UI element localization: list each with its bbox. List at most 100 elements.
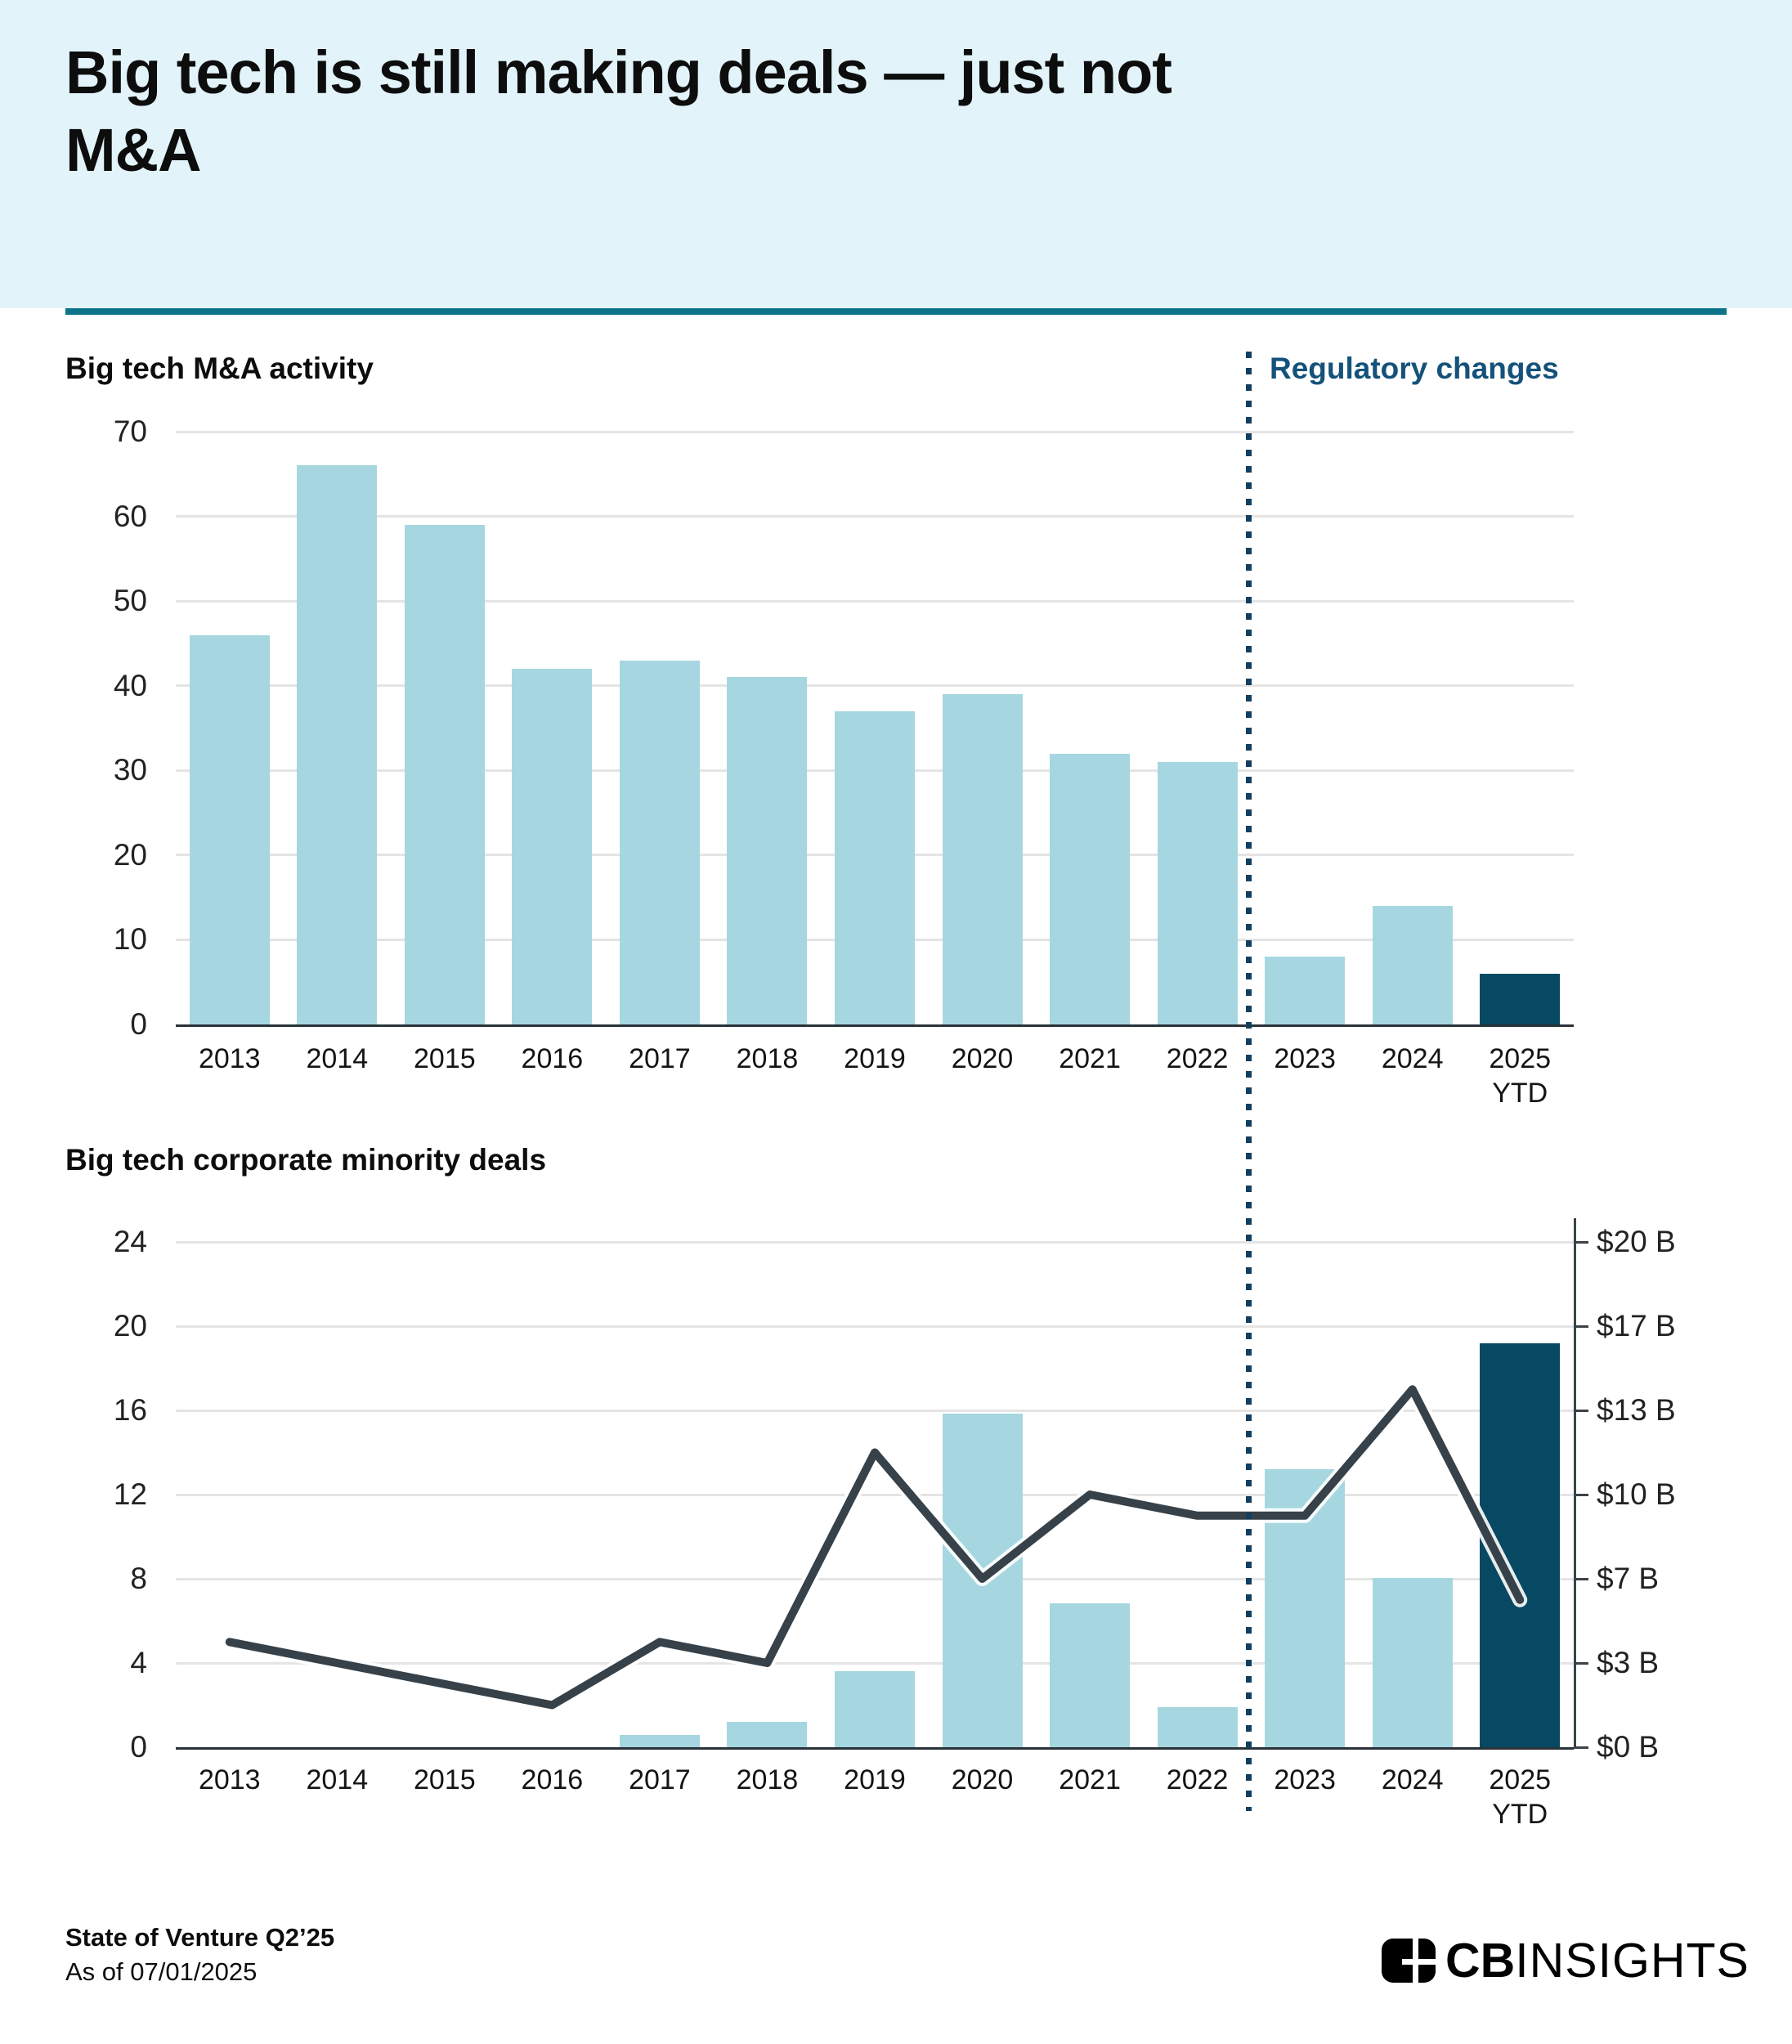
logo-text-insights: INSIGHTS <box>1515 1933 1749 1988</box>
chart2-right-tickmark-3 <box>1574 1493 1588 1496</box>
bar-2015 <box>404 524 485 1024</box>
chart1-x-axis <box>176 1024 1574 1027</box>
chart2-xlabel-2013: 2013 <box>198 1764 261 1795</box>
chart2-gridline-16 <box>176 1409 1574 1412</box>
chart1-xlabel-2017: 2017 <box>629 1043 691 1074</box>
chart2-gridline-20 <box>176 1325 1574 1328</box>
footer-report-title: State of Venture Q2’25 <box>65 1923 335 1952</box>
chart2-right-axis-line <box>1574 1218 1576 1747</box>
chart2-xlabel-2020: 2020 <box>951 1764 1014 1795</box>
chart2-title: Big tech corporate minority deals <box>65 1143 547 1177</box>
chart1-xlabel-2014: 2014 <box>306 1043 369 1074</box>
chart2-gridline-24 <box>176 1240 1574 1244</box>
bar-2017 <box>619 1734 700 1747</box>
chart2-xlabel-2025: 2025 YTD <box>1489 1764 1552 1830</box>
chart2-right-ytick-2: $7 B <box>1597 1562 1660 1595</box>
chart2-right-tickmark-1 <box>1574 1661 1588 1665</box>
chart1-xlabel-2021: 2021 <box>1059 1043 1121 1074</box>
bar-2018 <box>727 677 808 1024</box>
chart1-xlabel-2025: 2025 YTD <box>1489 1043 1552 1109</box>
chart2-left-ytick-12: 12 <box>113 1477 147 1511</box>
chart1-xlabel-2016: 2016 <box>521 1043 584 1074</box>
chart1-gridline-50 <box>176 599 1574 603</box>
chart2-gridline-12 <box>176 1493 1574 1496</box>
bar-2013 <box>189 634 270 1024</box>
header-band: Big tech is still making deals — just no… <box>0 0 1792 308</box>
chart1-ytick-10: 10 <box>113 922 147 957</box>
page-title-line2: M&A <box>65 115 202 184</box>
chart1-xlabel-2024: 2024 <box>1381 1043 1444 1074</box>
chart1-ytick-0: 0 <box>130 1007 147 1041</box>
chart2-right-tickmark-6 <box>1574 1240 1588 1244</box>
bar-2025 <box>1480 973 1561 1024</box>
chart2-xlabel-2023: 2023 <box>1274 1764 1336 1795</box>
chart1-gridline-40 <box>176 684 1574 688</box>
chart2-gridline-4 <box>176 1661 1574 1665</box>
chart2-x-axis <box>176 1747 1574 1750</box>
chart1-ytick-20: 20 <box>113 837 147 872</box>
bar-2023 <box>1265 957 1346 1024</box>
regulatory-changes-label: Regulatory changes <box>1270 352 1559 385</box>
chart2-left-ytick-8: 8 <box>130 1562 147 1595</box>
logo-text-cb: CB <box>1445 1933 1516 1988</box>
bar-2022 <box>1157 1706 1238 1747</box>
bar-2014 <box>297 465 378 1024</box>
bar-2020 <box>942 694 1023 1024</box>
bar-2022 <box>1157 761 1238 1024</box>
bar-2017 <box>619 660 700 1024</box>
chart2-left-ytick-24: 24 <box>113 1225 147 1258</box>
deal-count-line-halo <box>222 1382 1528 1713</box>
bar-2019 <box>835 710 915 1024</box>
chart2-right-tickmark-4 <box>1574 1409 1588 1412</box>
bar-2016 <box>512 669 593 1024</box>
chart2-right-tickmark-5 <box>1574 1325 1588 1328</box>
bar-2024 <box>1372 906 1453 1024</box>
page-title: Big tech is still making deals — just no… <box>65 34 1341 189</box>
chart1-xlabel-2023: 2023 <box>1274 1043 1336 1074</box>
chart1-xlabel-2020: 2020 <box>951 1043 1014 1074</box>
chart1-xlabel-2019: 2019 <box>844 1043 906 1074</box>
chart2-right-ytick-6: $20 B <box>1597 1225 1676 1258</box>
chart2-left-ytick-4: 4 <box>130 1646 147 1679</box>
deal-count-line-chart <box>222 1382 1528 1713</box>
chart2-right-ytick-5: $17 B <box>1597 1309 1676 1342</box>
chart1-ytick-40: 40 <box>113 668 147 702</box>
chart2-gridline-8 <box>176 1577 1574 1580</box>
chart2-left-ytick-0: 0 <box>130 1730 147 1764</box>
bar-2019 <box>835 1671 915 1747</box>
chart2-left-ytick-20: 20 <box>113 1309 147 1342</box>
deal-count-line <box>225 1385 1525 1710</box>
cbinsights-logo: CBINSIGHTS <box>1382 1934 1749 1987</box>
chart1-xlabel-2018: 2018 <box>736 1043 799 1074</box>
chart2-xlabel-2021: 2021 <box>1059 1764 1121 1795</box>
chart2-xlabel-2024: 2024 <box>1381 1764 1444 1795</box>
cbinsights-logo-text: CBINSIGHTS <box>1445 1933 1749 1988</box>
cbinsights-logo-icon <box>1382 1939 1436 1983</box>
bar-2024 <box>1372 1577 1453 1747</box>
chart1-title: Big tech M&A activity <box>65 352 374 385</box>
chart2-xlabel-2014: 2014 <box>306 1764 369 1795</box>
chart1-xlabel-2015: 2015 <box>414 1043 476 1074</box>
chart2-right-tickmark-0 <box>1574 1746 1588 1749</box>
footer-as-of-date: As of 07/01/2025 <box>65 1957 258 1986</box>
chart1-ytick-70: 70 <box>113 415 147 448</box>
chart2-xlabel-2017: 2017 <box>629 1764 691 1795</box>
regulatory-divider-dashed-line <box>1246 352 1252 1811</box>
chart2-right-ytick-1: $3 B <box>1597 1646 1660 1679</box>
chart2-xlabel-2016: 2016 <box>521 1764 584 1795</box>
chart2-xlabel-2018: 2018 <box>736 1764 799 1795</box>
logo-icon-horizontal-slit <box>1402 1958 1436 1965</box>
chart2-right-ytick-4: $13 B <box>1597 1393 1676 1427</box>
page-title-line1: Big tech is still making deals — just no… <box>65 38 1172 106</box>
bar-2018 <box>727 1722 808 1747</box>
chart2-left-ytick-16: 16 <box>113 1393 147 1427</box>
chart1-xlabel-2022: 2022 <box>1166 1043 1229 1074</box>
chart1-gridline-70 <box>176 430 1574 433</box>
chart2-xlabel-2015: 2015 <box>414 1764 476 1795</box>
chart1-xlabel-2013: 2013 <box>198 1043 261 1074</box>
divider-rule <box>65 308 1727 315</box>
chart1-ytick-50: 50 <box>113 584 147 618</box>
chart1-ytick-60: 60 <box>113 499 147 533</box>
chart2-xlabel-2022: 2022 <box>1166 1764 1229 1795</box>
